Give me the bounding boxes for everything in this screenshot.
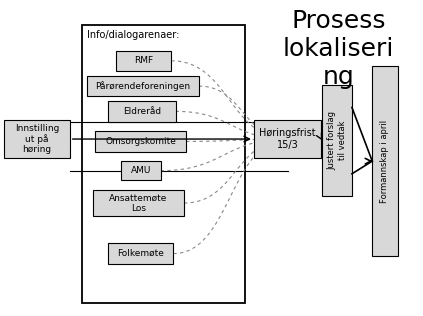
FancyBboxPatch shape [121,161,161,180]
Text: Høringsfrist
15/3: Høringsfrist 15/3 [259,128,316,150]
Text: RMF: RMF [134,56,154,65]
FancyBboxPatch shape [108,101,176,122]
Text: Prosess
lokaliseri
ng: Prosess lokaliseri ng [283,9,394,89]
FancyBboxPatch shape [82,25,245,303]
FancyBboxPatch shape [87,76,199,96]
Text: Info/dialogarenaer:: Info/dialogarenaer: [87,30,179,40]
Text: Ansattemøte
Los: Ansattemøte Los [109,193,168,213]
Text: Justert forslag
til vedtak: Justert forslag til vedtak [327,111,347,170]
FancyBboxPatch shape [4,120,70,158]
FancyBboxPatch shape [93,190,184,216]
Text: AMU: AMU [130,166,151,175]
Text: Folkemøte: Folkemøte [117,249,164,258]
Text: Innstilling
ut på
høring: Innstilling ut på høring [15,124,59,155]
Text: Pårørendeforeningen: Pårørendeforeningen [95,81,190,91]
FancyBboxPatch shape [254,120,321,158]
Text: Formannskap i april: Formannskap i april [380,119,390,203]
Text: Omsorgskomite: Omsorgskomite [105,137,176,146]
FancyBboxPatch shape [95,131,186,152]
FancyBboxPatch shape [372,66,398,256]
FancyBboxPatch shape [108,243,173,264]
FancyBboxPatch shape [322,85,352,196]
Text: Eldreråd: Eldreråd [123,107,161,116]
FancyBboxPatch shape [116,51,171,71]
